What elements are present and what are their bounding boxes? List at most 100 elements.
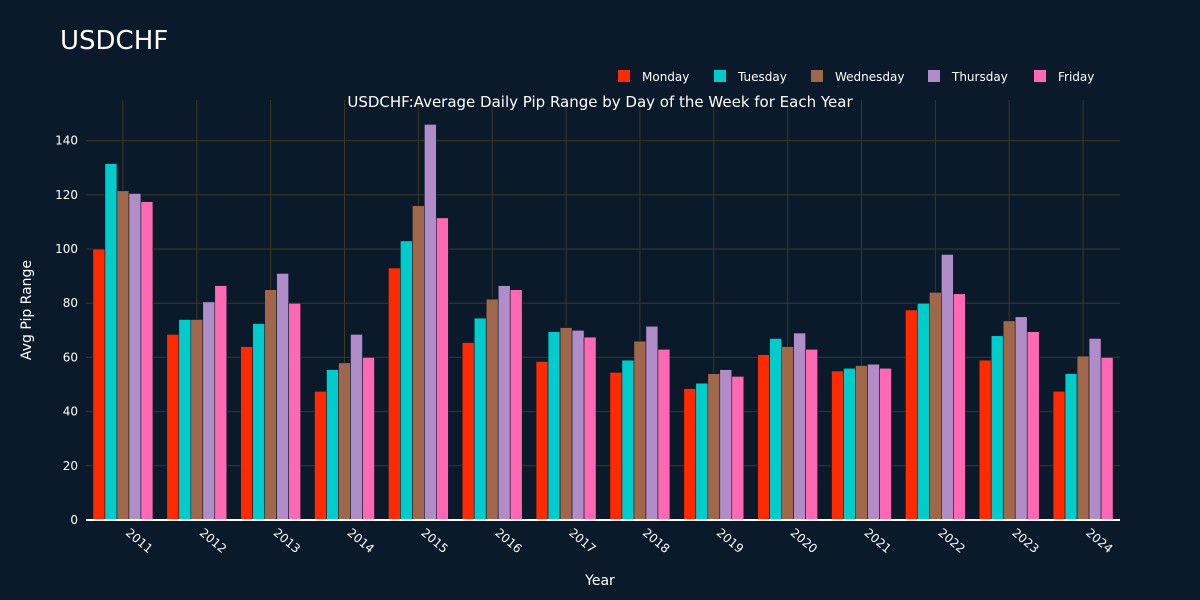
bar-wednesday-2022 (929, 292, 942, 521)
bar-wednesday-2019 (707, 373, 721, 521)
bar-wednesday-2012 (190, 319, 204, 521)
bar-thursday-2021 (867, 363, 880, 521)
y-axis-title: Avg Pip Range (19, 260, 35, 360)
bar-tuesday-2011 (104, 163, 118, 521)
y-tick-label: 20 (63, 459, 78, 473)
bar-monday-2012 (166, 334, 180, 521)
bars (92, 124, 1114, 521)
legend-label: Thursday (951, 70, 1008, 84)
bar-monday-2015 (388, 267, 401, 521)
bar-tuesday-2015 (400, 240, 413, 521)
legend-swatch (811, 70, 823, 82)
bar-friday-2019 (731, 376, 745, 521)
bar-tuesday-2022 (917, 302, 930, 521)
bar-tuesday-2013 (252, 323, 265, 521)
bar-monday-2020 (757, 354, 770, 521)
bar-thursday-2013 (276, 273, 289, 521)
bar-wednesday-2018 (633, 340, 647, 521)
bar-friday-2014 (362, 357, 375, 521)
legend-label: Tuesday (737, 70, 787, 84)
bar-wednesday-2024 (1076, 355, 1090, 521)
bar-friday-2020 (805, 348, 818, 521)
bar-tuesday-2016 (473, 317, 487, 521)
bar-thursday-2019 (719, 369, 733, 521)
x-axis-title: Year (584, 573, 615, 589)
bar-wednesday-2011 (116, 190, 130, 521)
legend-item-friday[interactable]: Friday (1034, 70, 1094, 84)
bar-friday-2015 (436, 217, 449, 521)
legend-item-wednesday[interactable]: Wednesday (811, 70, 904, 84)
bar-thursday-2017 (571, 330, 585, 521)
bar-thursday-2012 (202, 301, 216, 521)
y-tick-label: 60 (63, 350, 78, 364)
bar-monday-2023 (978, 359, 992, 521)
bar-tuesday-2021 (843, 367, 856, 521)
bar-friday-2021 (879, 367, 892, 521)
legend-label: Friday (1058, 70, 1094, 84)
bar-wednesday-2017 (559, 327, 573, 521)
bar-friday-2012 (214, 285, 228, 521)
bar-thursday-2023 (1014, 316, 1028, 521)
legend-label: Wednesday (835, 70, 904, 84)
legend-item-thursday[interactable]: Thursday (928, 70, 1008, 84)
bar-tuesday-2017 (547, 331, 561, 521)
x-tick-label: 2023 (1009, 526, 1041, 556)
page-title: USDCHF (60, 26, 169, 56)
bar-monday-2019 (683, 388, 697, 521)
bar-thursday-2024 (1088, 338, 1102, 521)
bar-friday-2011 (140, 201, 154, 521)
x-tick-label: 2019 (714, 526, 746, 556)
bar-thursday-2018 (645, 325, 659, 521)
bar-thursday-2011 (128, 193, 142, 521)
x-tick-label: 2017 (566, 526, 598, 556)
y-tick-label: 0 (70, 513, 78, 527)
x-tick-label: 2012 (197, 526, 229, 556)
bar-friday-2017 (583, 336, 597, 521)
bar-thursday-2020 (793, 332, 806, 521)
bar-wednesday-2015 (412, 205, 425, 521)
legend-label: Monday (642, 70, 689, 84)
bar-thursday-2015 (424, 124, 437, 521)
legend-item-monday[interactable]: Monday (618, 70, 689, 84)
x-tick-label: 2020 (788, 526, 820, 556)
bar-tuesday-2014 (326, 369, 339, 521)
bar-tuesday-2020 (769, 338, 782, 521)
bar-friday-2023 (1026, 331, 1040, 521)
bar-wednesday-2021 (855, 365, 868, 521)
legend-swatch (928, 70, 940, 82)
x-tick-label: 2018 (640, 526, 672, 556)
bar-thursday-2014 (350, 334, 363, 521)
legend[interactable]: Monday Tuesday Wednesday Thursday Friday (618, 70, 1094, 84)
bar-monday-2024 (1052, 390, 1066, 521)
y-tick-label: 100 (55, 242, 78, 256)
bar-monday-2021 (831, 370, 844, 521)
bar-friday-2013 (288, 302, 301, 521)
bar-tuesday-2023 (990, 335, 1004, 521)
x-tick-label: 2024 (1083, 526, 1115, 556)
x-tick-label: 2021 (862, 526, 894, 556)
x-tick-label: 2011 (123, 526, 155, 556)
bar-wednesday-2016 (485, 298, 499, 521)
bar-friday-2016 (509, 289, 523, 521)
chart-title: USDCHF:Average Daily Pip Range by Day of… (347, 93, 853, 111)
bar-tuesday-2018 (621, 359, 635, 521)
bar-friday-2018 (657, 348, 671, 521)
legend-swatch (618, 70, 630, 82)
legend-item-tuesday[interactable]: Tuesday (714, 70, 787, 84)
bar-wednesday-2013 (264, 289, 277, 521)
bar-monday-2022 (905, 309, 918, 521)
y-tick-label: 140 (55, 134, 78, 148)
bar-thursday-2016 (497, 285, 511, 521)
bar-tuesday-2019 (695, 382, 709, 521)
y-tick-label: 80 (63, 296, 78, 310)
y-tick-label: 40 (63, 405, 78, 419)
x-tick-label: 2016 (492, 526, 524, 556)
bar-thursday-2022 (941, 254, 954, 521)
legend-swatch (714, 70, 726, 82)
x-tick-label: 2013 (271, 526, 303, 556)
bar-tuesday-2012 (178, 319, 192, 521)
legend-swatch (1034, 70, 1046, 82)
bar-wednesday-2014 (338, 362, 351, 521)
bar-monday-2011 (92, 248, 106, 521)
